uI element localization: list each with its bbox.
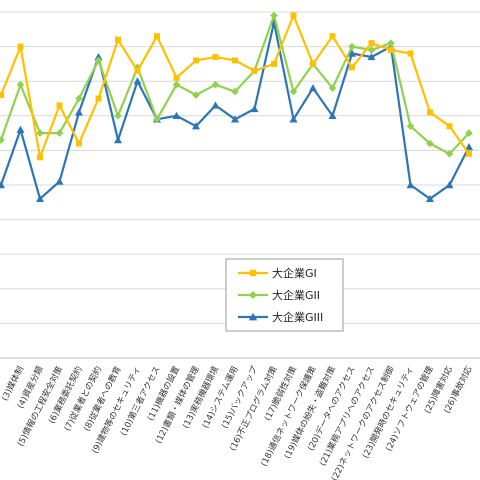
legend-marker: [249, 269, 257, 277]
series-square: [0, 12, 472, 161]
data-point: [270, 11, 278, 20]
data-point: [172, 80, 181, 89]
legend: 大企業GI 大企業GII 大企業GIII: [225, 258, 344, 332]
data-point: [211, 80, 220, 89]
data-point: [75, 94, 83, 103]
data-point: [76, 140, 82, 147]
legend-label: 大企業GI: [272, 266, 317, 280]
data-point: [348, 49, 356, 57]
data-point: [290, 12, 297, 19]
data-point: [367, 46, 376, 54]
data-point: [17, 43, 24, 50]
data-point: [192, 91, 200, 99]
data-point: [193, 57, 199, 64]
legend-entry: 大企業GI: [238, 266, 317, 280]
data-point: [212, 53, 219, 60]
data-point: [328, 84, 337, 92]
data-point: [231, 115, 239, 123]
data-point: [250, 104, 259, 113]
legend-marker: [248, 312, 258, 321]
data-point: [446, 123, 453, 130]
data-point: [37, 154, 43, 161]
data-point: [36, 194, 44, 203]
data-point: [406, 181, 415, 189]
data-point: [465, 129, 473, 137]
legend-marker: [249, 291, 257, 299]
legend-label: 大企業GIII: [272, 310, 323, 324]
data-point: [310, 60, 316, 67]
data-point: [133, 77, 142, 85]
data-point: [0, 92, 4, 99]
data-point: [289, 87, 298, 96]
data-point: [115, 36, 121, 43]
data-point: [134, 67, 141, 74]
data-point: [445, 181, 454, 189]
data-point: [154, 33, 160, 40]
data-point: [289, 115, 298, 123]
data-point: [173, 74, 180, 81]
data-point: [172, 111, 181, 119]
data-point: [407, 50, 414, 57]
data-point: [94, 56, 103, 65]
data-point: [192, 122, 200, 130]
data-point: [16, 80, 25, 89]
data-point: [349, 64, 355, 71]
data-point: [367, 52, 376, 61]
data-point: [309, 84, 317, 92]
data-point: [55, 129, 64, 137]
data-point: [95, 95, 102, 102]
data-point: [114, 112, 122, 120]
data-point: [0, 181, 5, 189]
data-point: [55, 177, 64, 185]
data-point: [465, 142, 473, 151]
data-point: [211, 101, 220, 109]
data-point: [251, 67, 258, 74]
data-point: [328, 111, 337, 119]
data-point: [406, 122, 415, 130]
data-point: [426, 194, 434, 203]
series-group: [0, 11, 473, 203]
legend-label: 大企業GII: [272, 288, 320, 302]
data-point: [36, 129, 44, 137]
data-point: [329, 33, 336, 40]
data-point: [231, 87, 239, 96]
data-point: [368, 40, 375, 47]
data-point: [426, 139, 434, 148]
data-point: [16, 125, 25, 133]
data-point: [94, 52, 103, 61]
data-point: [445, 150, 454, 158]
data-point: [427, 109, 433, 116]
data-point: [388, 47, 394, 54]
data-point: [56, 102, 63, 109]
data-point: [232, 57, 238, 64]
legend-entry: 大企業GII: [238, 288, 320, 302]
data-point: [75, 108, 83, 116]
data-point: [114, 136, 122, 144]
legend-entry: 大企業GIII: [238, 310, 323, 324]
data-point: [271, 60, 277, 67]
data-point: [348, 42, 356, 51]
data-point: [387, 39, 395, 47]
data-point: [466, 150, 472, 157]
data-point: [153, 115, 161, 124]
data-point: [0, 136, 5, 144]
